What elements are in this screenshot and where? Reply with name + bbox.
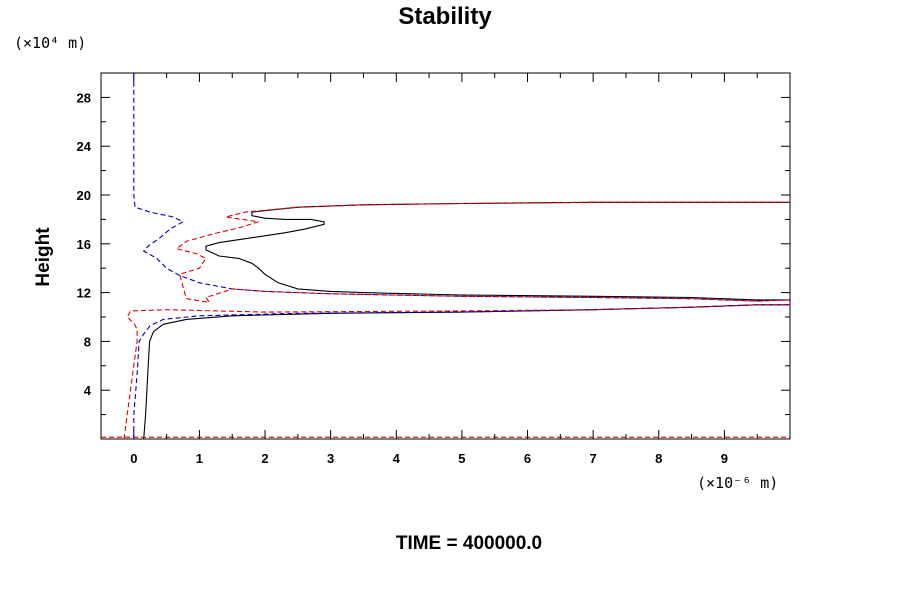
y-tick-label: 20 [77, 188, 91, 203]
x-tick-label: 0 [130, 451, 137, 466]
y-axis-unit: (×10⁴ m) [14, 34, 86, 52]
y-tick-label: 8 [84, 334, 91, 349]
time-footer: TIME = 400000.0 [396, 533, 542, 554]
y-tick-label: 28 [77, 90, 91, 105]
y-axis-ticks: 4 8 12 16 20 24 28 [77, 90, 790, 416]
series-line-2 [133, 73, 791, 439]
x-axis-ticks: 0 1 2 3 4 5 6 7 8 9 [100, 73, 791, 466]
x-tick-label: 8 [655, 451, 662, 466]
x-tick-label: 2 [261, 451, 268, 466]
series-layer [101, 73, 791, 440]
x-tick-label: 6 [524, 451, 531, 466]
x-tick-label: 7 [590, 451, 597, 466]
x-tick-label: 9 [721, 451, 728, 466]
x-tick-label: 4 [393, 451, 401, 466]
x-tick-label: 3 [327, 451, 334, 466]
y-tick-label: 4 [84, 383, 92, 398]
series-line-1 [143, 201, 791, 440]
x-tick-label: 1 [196, 451, 203, 466]
x-tick-label: 5 [458, 451, 465, 466]
x-axis-unit: (×10⁻⁶ m) [697, 474, 778, 492]
plot-area-frame [100, 72, 791, 440]
y-axis-label: Height [33, 227, 54, 287]
y-tick-label: 16 [77, 237, 91, 252]
series-line-3 [123, 201, 791, 440]
y-tick-label: 24 [77, 139, 92, 154]
y-tick-label: 12 [77, 286, 91, 301]
chart-title: Stability [398, 3, 492, 30]
